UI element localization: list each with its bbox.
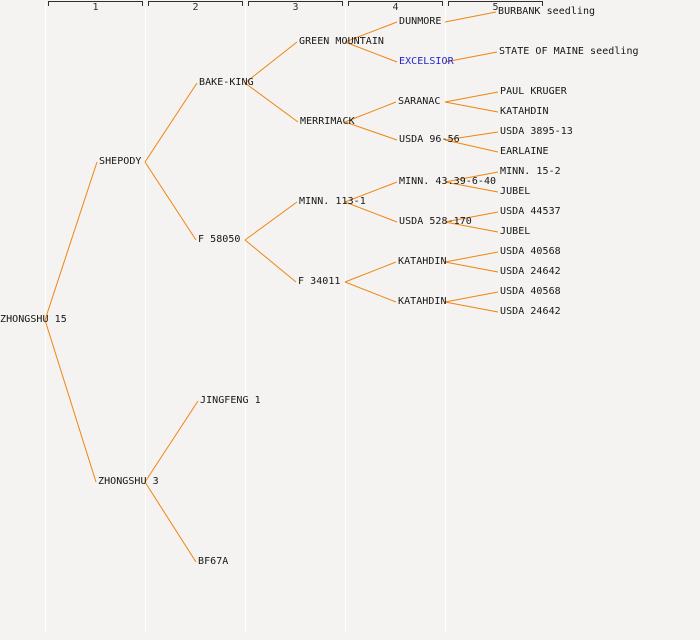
pedigree-edge-katahdin_f1-usda24642a — [444, 261, 499, 273]
pedigree-node-f34011[interactable]: F 34011 — [298, 276, 341, 288]
pedigree-node-usda24642b[interactable]: USDA 24642 — [500, 306, 561, 318]
pedigree-edge-dunmore-burbank — [444, 11, 497, 23]
pedigree-edge-bakeking-merrimack — [244, 82, 299, 123]
pedigree-node-katahdin_s[interactable]: KATAHDIN — [500, 106, 549, 118]
ruler-section-label: 2 — [192, 2, 199, 13]
pedigree-edge-zhongshu3-bf67a — [144, 481, 197, 563]
pedigree-edge-zhongshu15-shepody — [44, 161, 98, 321]
pedigree-node-minn152[interactable]: MINN. 15-2 — [500, 166, 561, 178]
pedigree-edge-katahdin_f1-usda40568a — [444, 251, 499, 263]
pedigree-edge-katahdin_f2-usda24642b — [444, 301, 499, 313]
pedigree-edge-merrimack-saranac — [344, 101, 397, 123]
pedigree-edge-saranac-paulkruger — [444, 91, 499, 103]
pedigree-node-usda24642a[interactable]: USDA 24642 — [500, 266, 561, 278]
pedigree-node-jubel1[interactable]: JUBEL — [500, 186, 531, 198]
pedigree-node-shepody[interactable]: SHEPODY — [99, 156, 142, 168]
pedigree-edge-shepody-bakeking — [144, 82, 198, 163]
pedigree-node-minn113[interactable]: MINN. 113-1 — [299, 196, 366, 208]
pedigree-node-saranac[interactable]: SARANAC — [398, 96, 441, 108]
ruler-section-label: 4 — [392, 2, 399, 13]
pedigree-node-zhongshu15[interactable]: ZHONGSHU 15 — [0, 314, 67, 326]
ruler-section-label: 3 — [292, 2, 299, 13]
pedigree-node-jubel2[interactable]: JUBEL — [500, 226, 531, 238]
pedigree-node-katahdin_f2[interactable]: KATAHDIN — [398, 296, 447, 308]
pedigree-edge-minn4339-jubel1 — [444, 181, 499, 193]
pedigree-edge-minn4339-minn152 — [444, 171, 499, 183]
pedigree-edge-merrimack-usda9656 — [344, 121, 398, 141]
pedigree-edge-usda9656-earlaine — [444, 139, 499, 153]
column-gridline-2 — [145, 2, 146, 633]
pedigree-node-bakeking[interactable]: BAKE-KING — [199, 77, 254, 89]
pedigree-node-usda389513[interactable]: USDA 3895-13 — [500, 126, 573, 138]
pedigree-edge-f58050-minn113 — [244, 201, 298, 241]
pedigree-edge-greenmountain-excelsior — [344, 41, 398, 63]
pedigree-node-katahdin_f1[interactable]: KATAHDIN — [398, 256, 447, 268]
pedigree-node-usda40568b[interactable]: USDA 40568 — [500, 286, 561, 298]
pedigree-edge-zhongshu3-jingfeng1 — [144, 400, 199, 483]
pedigree-node-usda40568a[interactable]: USDA 40568 — [500, 246, 561, 258]
pedigree-edge-usda9656-usda389513 — [444, 131, 499, 141]
ruler-section-label: 5 — [492, 2, 499, 13]
pedigree-edge-greenmountain-dunmore — [344, 21, 398, 43]
pedigree-node-usda44537[interactable]: USDA 44537 — [500, 206, 561, 218]
pedigree-edge-f34011-katahdin_f1 — [344, 261, 397, 283]
pedigree-edge-bakeking-greenmountain — [244, 41, 298, 84]
pedigree-node-burbank[interactable]: BURBANK seedling — [498, 6, 596, 18]
pedigree-edge-saranac-katahdin_s — [444, 101, 499, 113]
pedigree-edge-minn113-minn4339 — [344, 181, 398, 203]
ruler-section-5: 5 — [448, 1, 543, 13]
pedigree-node-f58050[interactable]: F 58050 — [198, 234, 241, 246]
pedigree-edge-f34011-katahdin_f2 — [344, 281, 397, 303]
pedigree-node-excelsior[interactable]: EXCELSIOR — [399, 56, 454, 68]
column-gridline-3 — [245, 2, 246, 633]
pedigree-node-dunmore[interactable]: DUNMORE — [399, 16, 442, 28]
pedigree-node-merrimack[interactable]: MERRIMACK — [300, 116, 355, 128]
ruler-section-label: 1 — [92, 2, 99, 13]
pedigree-node-usda528170[interactable]: USDA 528-170 — [399, 216, 472, 228]
pedigree-node-stateofmaine[interactable]: STATE OF MAINE seedling — [499, 46, 639, 58]
pedigree-node-jingfeng1[interactable]: JINGFENG 1 — [200, 395, 261, 407]
pedigree-node-paulkruger[interactable]: PAUL KRUGER — [500, 86, 567, 98]
pedigree-node-bf67a[interactable]: BF67A — [198, 556, 229, 568]
pedigree-node-usda9656[interactable]: USDA 96-56 — [399, 134, 460, 146]
column-gridline-4 — [345, 2, 346, 633]
pedigree-edge-zhongshu15-zhongshu3 — [44, 319, 97, 483]
pedigree-edge-f58050-f34011 — [244, 239, 297, 283]
pedigree-edge-excelsior-stateofmaine — [444, 51, 498, 63]
pedigree-edge-usda528170-usda44537 — [444, 211, 499, 223]
ruler-section-4: 4 — [348, 1, 443, 13]
pedigree-edge-katahdin_f2-usda40568b — [444, 291, 499, 303]
column-gridline-5 — [445, 2, 446, 633]
pedigree-edge-shepody-f58050 — [144, 161, 197, 241]
ruler-section-2: 2 — [148, 1, 243, 13]
pedigree-node-minn4339[interactable]: MINN. 43.39-6-40 — [399, 176, 497, 188]
pedigree-node-earlaine[interactable]: EARLAINE — [500, 146, 549, 158]
ruler-section-3: 3 — [248, 1, 343, 13]
ruler-section-1: 1 — [48, 1, 143, 13]
pedigree-edge-minn113-usda528170 — [344, 201, 398, 223]
pedigree-node-zhongshu3[interactable]: ZHONGSHU 3 — [98, 476, 159, 488]
pedigree-node-greenmountain[interactable]: GREEN MOUNTAIN — [299, 36, 384, 48]
pedigree-edge-usda528170-jubel2 — [444, 221, 499, 233]
